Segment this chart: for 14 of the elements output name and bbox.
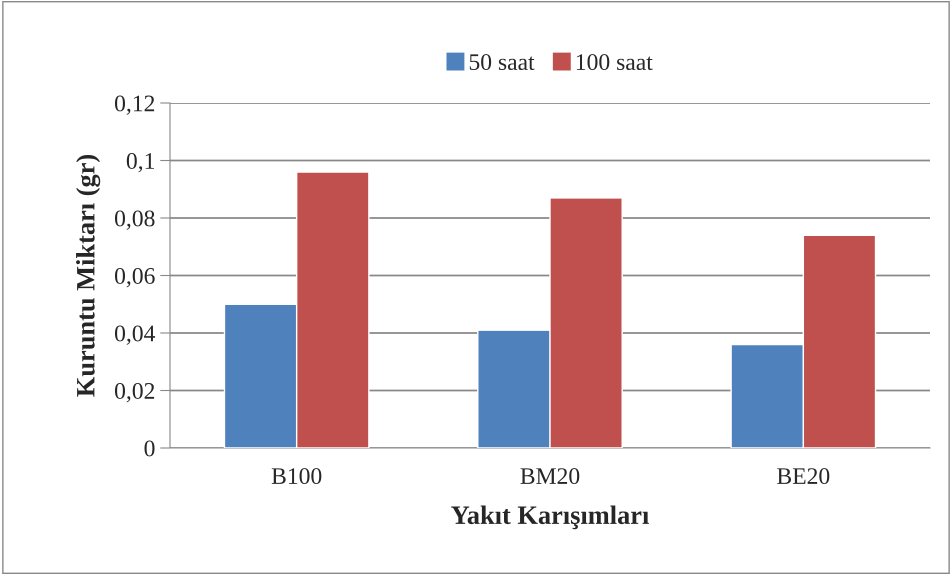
x-axis-title: Yakıt Karışımları <box>451 506 649 530</box>
y-tick-label: 0,02 <box>114 382 154 402</box>
y-tick-label: 0,12 <box>114 95 154 115</box>
legend-label: 100 saat <box>576 54 653 70</box>
x-tick-label: BE20 <box>777 468 830 484</box>
x-tick-label: BM20 <box>520 468 580 484</box>
y-tick-label: 0,04 <box>114 325 156 345</box>
y-tick-label: 0,08 <box>114 210 155 230</box>
x-tick-label: B100 <box>272 468 322 484</box>
y-tick-label: 0,06 <box>114 268 155 288</box>
y-axis-title: Kuruntu Miktarı (gr) <box>76 154 100 397</box>
y-tick-label: 0,1 <box>126 152 154 172</box>
legend-label: 50 saat <box>470 54 535 70</box>
y-tick-label: 0 <box>144 440 155 456</box>
